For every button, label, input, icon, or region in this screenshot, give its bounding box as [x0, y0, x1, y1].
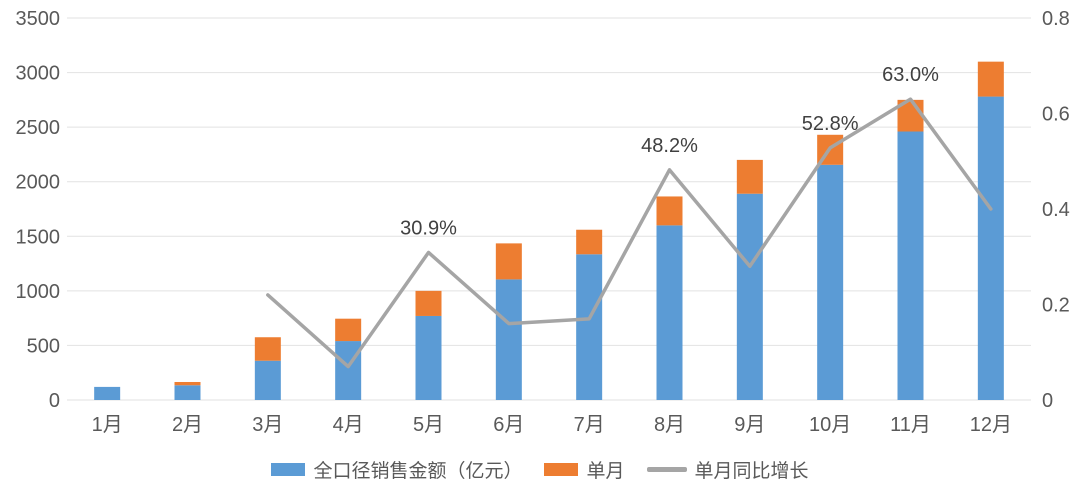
bar-segment: [94, 386, 121, 400]
x-axis-tick-label: 5月: [413, 414, 444, 436]
y-axis-tick-label: 2500: [16, 117, 61, 139]
bar-segment: [977, 61, 1004, 97]
legend-item-yoy-growth: 单月同比增长: [646, 456, 809, 483]
legend-item-single-month: 单月: [544, 456, 625, 483]
bar-segment: [977, 96, 1004, 400]
bar-segment: [736, 193, 763, 400]
bar-segment: [656, 225, 683, 400]
y-axis-tick-label: 3000: [16, 63, 61, 85]
bar-segment: [736, 159, 763, 194]
legend-label-single-month: 单月: [586, 460, 625, 482]
bar-segment: [254, 360, 281, 400]
x-axis-tick-label: 9月: [734, 414, 765, 436]
legend-swatch-blue-bar: [271, 462, 306, 476]
secondary-axis-tick-label: 0.6: [1042, 104, 1070, 126]
legend-item-total-sales: 全口径销售金额（亿元）: [271, 456, 522, 483]
legend-label-total-sales: 全口径销售金额（亿元）: [313, 460, 523, 482]
bar-segment: [817, 164, 844, 400]
secondary-axis-tick-label: 0.2: [1042, 295, 1070, 317]
growth-line: [266, 97, 993, 369]
y-axis-tick-label: 1000: [16, 281, 61, 303]
line-data-label: 63.0%: [882, 64, 939, 86]
x-axis-tick-label: 8月: [654, 414, 685, 436]
y-axis-tick-label: 1500: [16, 226, 61, 248]
x-axis-tick-label: 11月: [890, 414, 931, 436]
bar-segment: [254, 337, 281, 361]
legend-swatch-orange-bar: [544, 462, 579, 476]
secondary-axis-tick-label: 0: [1042, 390, 1053, 412]
x-axis-tick-label: 10月: [809, 414, 851, 436]
bar-segment: [576, 254, 603, 400]
bar-segment: [415, 315, 442, 400]
legend: 全口径销售金额（亿元） 单月 单月同比增长: [0, 456, 1080, 482]
bar-segment: [656, 196, 683, 226]
bar-segment: [335, 341, 362, 400]
bar-segment: [174, 381, 201, 386]
secondary-axis-tick-label: 0.4: [1042, 199, 1070, 221]
y-axis-tick-label: 0: [49, 390, 60, 412]
legend-swatch-gray-line: [646, 466, 687, 472]
line-data-label: 30.9%: [400, 217, 457, 239]
x-axis-tick-label: 2月: [172, 414, 203, 436]
y-axis-tick-label: 500: [27, 335, 60, 357]
y-axis-tick-label: 2000: [16, 172, 61, 194]
line-data-label: 48.2%: [641, 135, 698, 157]
x-axis-tick-label: 3月: [252, 414, 283, 436]
bar-segment: [495, 243, 522, 280]
y-axis-tick-label: 3500: [16, 8, 61, 30]
x-axis-tick-label: 7月: [574, 414, 605, 436]
x-axis-tick-label: 6月: [493, 414, 524, 436]
legend-label-yoy-growth: 单月同比增长: [694, 460, 809, 482]
line-data-label: 52.8%: [802, 113, 859, 135]
x-axis-tick-label: 4月: [333, 414, 364, 436]
bar-segment: [335, 318, 362, 342]
secondary-axis-tick-label: 0.8: [1042, 8, 1070, 30]
bar-segment: [415, 290, 442, 316]
bar-segment: [897, 131, 924, 400]
bar-segment: [576, 229, 603, 255]
x-axis-tick-label: 1月: [92, 414, 123, 436]
bar-segment: [174, 385, 201, 400]
bar-segment: [495, 279, 522, 400]
x-axis-tick-label: 12月: [970, 414, 1012, 436]
